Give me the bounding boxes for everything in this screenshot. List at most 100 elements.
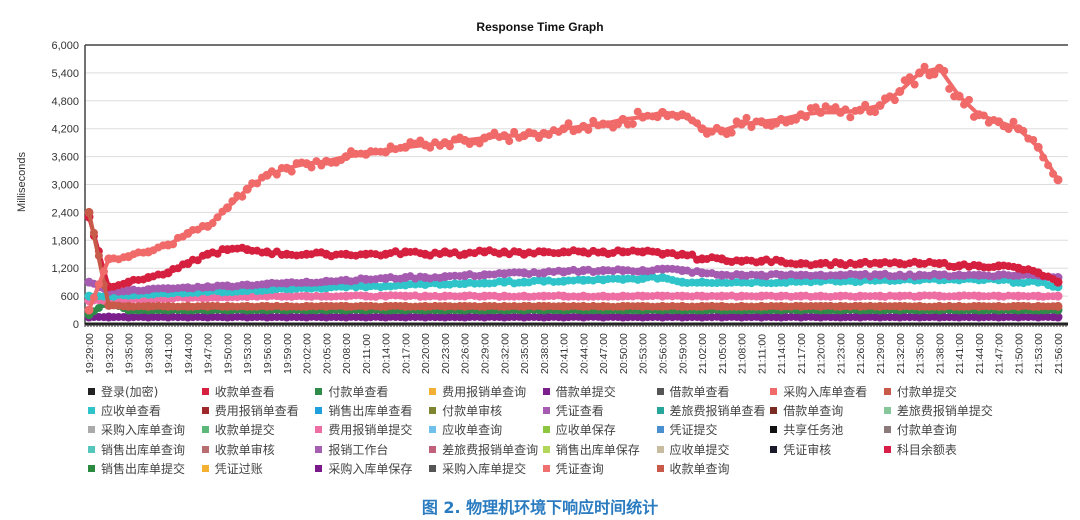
legend-swatch <box>542 426 550 434</box>
legend-item[interactable]: 费用报销单提交 <box>315 421 412 438</box>
legend-item[interactable]: 凭证审核 <box>770 441 831 458</box>
data-point <box>169 240 178 249</box>
y-tick-label: 6,000 <box>51 40 79 52</box>
legend-swatch <box>770 426 778 434</box>
legend-item[interactable]: 应收单查询 <box>429 421 502 438</box>
legend-item[interactable]: 付款单查看 <box>315 383 388 400</box>
data-point <box>99 267 108 276</box>
data-point <box>895 87 905 96</box>
data-point <box>499 131 509 141</box>
data-point <box>94 280 103 289</box>
legend-item[interactable]: 凭证过账 <box>201 460 263 477</box>
data-point <box>954 91 964 101</box>
legend-item[interactable]: 采购入库单查看 <box>770 383 867 400</box>
x-tick-label: 21:29:00 <box>875 333 887 374</box>
data-point <box>426 143 435 152</box>
legend-item[interactable]: 借款单提交 <box>542 383 616 400</box>
data-point <box>1053 175 1063 185</box>
x-tick-label: 20:41:00 <box>559 333 571 374</box>
data-point <box>544 130 553 139</box>
legend-item[interactable]: 收款单提交 <box>201 421 275 438</box>
legend-item[interactable]: 销售出库单查询 <box>88 441 185 458</box>
legend-swatch <box>770 388 778 395</box>
data-point <box>1029 135 1038 144</box>
legend-item[interactable]: 差旅费报销单提交 <box>883 402 993 419</box>
legend-item[interactable]: 凭证提交 <box>656 421 718 438</box>
legend-swatch <box>201 407 209 415</box>
legend-swatch <box>88 445 95 453</box>
data-point <box>846 113 855 122</box>
legend-item[interactable]: 差旅费报销单查看 <box>656 402 766 419</box>
data-point <box>445 142 454 151</box>
legend-item[interactable]: 收款单查询 <box>656 460 730 477</box>
x-tick-label: 20:59:00 <box>677 333 689 374</box>
legend-label: 采购入库单查看 <box>783 385 868 399</box>
legend-swatch <box>88 464 95 472</box>
legend-item[interactable]: 采购入库单查询 <box>88 421 185 438</box>
data-point <box>960 100 969 109</box>
data-point <box>801 112 810 121</box>
data-point <box>584 125 593 134</box>
x-tick-label: 21:26:00 <box>855 333 867 374</box>
legend-item[interactable]: 应收单保存 <box>542 421 616 438</box>
legend-label: 共享任务池 <box>783 423 844 438</box>
legend-swatch <box>656 464 664 472</box>
legend-item[interactable]: 借款单查看 <box>656 383 730 400</box>
legend-item[interactable]: 费用报销单查看 <box>201 402 299 419</box>
x-tick-label: 21:35:00 <box>915 333 927 374</box>
x-tick-label: 21:02:00 <box>697 333 709 374</box>
legend-label: 费用报销单查看 <box>214 404 299 419</box>
legend-item[interactable]: 付款单查询 <box>883 421 957 438</box>
legend-item[interactable]: 应收单提交 <box>656 441 730 458</box>
x-tick-label: 21:23:00 <box>835 333 847 374</box>
x-tick-label: 20:56:00 <box>657 333 669 374</box>
x-tick-label: 20:50:00 <box>618 333 630 374</box>
legend-label: 科目余额表 <box>896 442 957 457</box>
data-point <box>242 184 252 194</box>
legend-label: 凭证审核 <box>783 442 832 457</box>
x-tick-label: 20:23:00 <box>440 333 452 374</box>
legend-item[interactable]: 销售出库单提交 <box>88 460 185 477</box>
legend-swatch <box>656 426 664 434</box>
legend-item[interactable]: 应收单查看 <box>88 402 161 419</box>
x-tick-label: 20:05:00 <box>321 333 333 374</box>
legend-item[interactable]: 凭证查询 <box>542 460 604 477</box>
legend-item[interactable]: 科目余额表 <box>883 441 957 458</box>
legend-swatch <box>542 407 550 415</box>
data-point <box>307 163 316 172</box>
legend-item[interactable]: 差旅费报销单查询 <box>429 441 538 458</box>
data-point <box>861 100 870 109</box>
legend-item[interactable]: 借款单查询 <box>770 402 843 419</box>
legend-item[interactable]: 销售出库单查看 <box>315 402 412 419</box>
data-point <box>253 179 262 188</box>
legend-item[interactable]: 付款单审核 <box>429 402 502 419</box>
legend-item[interactable]: 登录(加密) <box>88 383 158 400</box>
data-point <box>1039 153 1048 162</box>
legend-item[interactable]: 采购入库单提交 <box>429 460 526 477</box>
x-tick-label: 21:47:00 <box>994 333 1006 374</box>
legend-item[interactable]: 销售出库单保存 <box>542 441 640 458</box>
legend-item[interactable]: 收款单查看 <box>201 383 275 400</box>
y-tick-label: 0 <box>73 319 79 331</box>
legend-label: 凭证提交 <box>669 423 718 438</box>
legend-item[interactable]: 采购入库单保存 <box>315 460 412 477</box>
legend-label: 费用报销单提交 <box>328 423 413 438</box>
legend-item[interactable]: 收款单审核 <box>201 441 275 458</box>
legend-swatch <box>88 407 95 415</box>
legend-item[interactable]: 费用报销单查询 <box>429 383 526 400</box>
legend-label: 差旅费报销单提交 <box>896 404 993 419</box>
legend-item[interactable]: 报销工作台 <box>315 441 388 458</box>
x-tick-label: 21:05:00 <box>717 333 729 374</box>
data-point <box>1019 126 1028 135</box>
legend-item[interactable]: 共享任务池 <box>770 421 843 438</box>
y-tick-label: 1,200 <box>51 263 79 275</box>
x-tick-label: 21:38:00 <box>934 333 946 374</box>
legend-label: 差旅费报销单查询 <box>442 442 539 457</box>
legend-item[interactable]: 凭证查看 <box>542 402 604 419</box>
data-point <box>816 107 826 117</box>
data-point <box>940 66 949 75</box>
legend-item[interactable]: 付款单提交 <box>883 383 957 400</box>
x-tick-label: 20:26:00 <box>460 333 472 374</box>
data-point <box>84 305 94 315</box>
legend-label: 销售出库单查看 <box>328 404 413 419</box>
